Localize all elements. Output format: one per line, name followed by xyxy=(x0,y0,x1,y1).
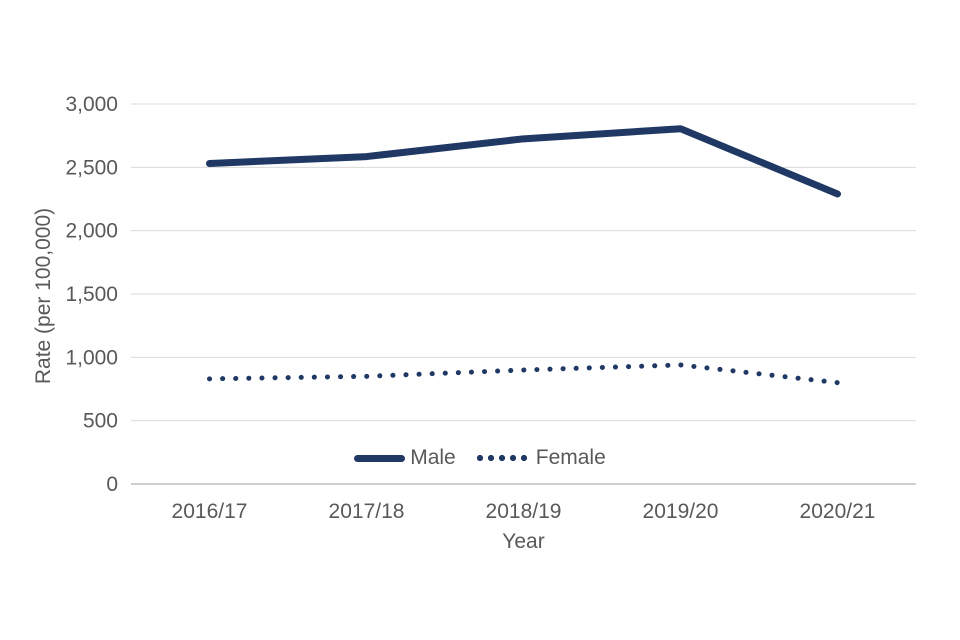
y-tick-label: 1,500 xyxy=(65,283,118,306)
series-line-female xyxy=(207,362,840,386)
x-tick-label: 2019/20 xyxy=(643,500,719,523)
x-tick-label: 2018/19 xyxy=(486,500,562,523)
y-tick-label: 3,000 xyxy=(65,93,118,116)
y-tick-label: 2,500 xyxy=(65,156,118,179)
y-tick-label: 0 xyxy=(106,473,118,496)
legend-female-label: Female xyxy=(535,446,606,469)
legend-male-line-swatch xyxy=(354,454,406,462)
y-axis-title: Rate (per 100,000) xyxy=(32,207,55,385)
x-tick-label: 2016/17 xyxy=(172,500,248,523)
x-tick-label: 2017/18 xyxy=(329,500,405,523)
y-tick-label: 1,000 xyxy=(65,346,118,369)
series-line-male xyxy=(206,125,841,198)
x-axis-title: Year xyxy=(502,530,545,553)
legend: Male Female xyxy=(0,444,960,472)
x-tick-label: 2020/21 xyxy=(800,500,876,523)
y-tick-label: 2,000 xyxy=(65,220,118,243)
legend-female-dots-swatch xyxy=(475,454,528,462)
legend-male-label: Male xyxy=(410,446,456,469)
y-tick-label: 500 xyxy=(83,410,118,433)
